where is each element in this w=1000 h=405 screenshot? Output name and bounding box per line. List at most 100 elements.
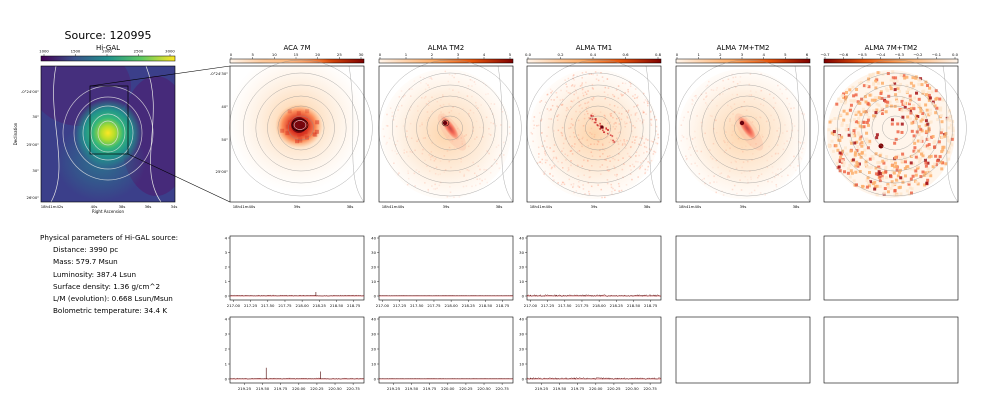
noise-pixel [601, 196, 603, 199]
panel-colorbar [526, 58, 662, 64]
noise-pixel [466, 95, 469, 97]
noise-pixel [627, 90, 630, 93]
noise-pixel [500, 156, 502, 158]
noise-pixel [866, 176, 870, 180]
noise-pixel [603, 118, 606, 120]
noise-pixel [855, 88, 859, 92]
noise-pixel [637, 161, 639, 163]
noise-pixel [696, 150, 698, 152]
gray-contour [277, 105, 325, 151]
noise-pixel [655, 125, 658, 128]
noise-pixel [637, 176, 639, 178]
noise-pixel [777, 168, 779, 171]
noise-pixel [458, 196, 461, 198]
noise-pixel [837, 134, 841, 138]
panel-cbar-tick-label: 0.0 [952, 52, 959, 57]
noise-pixel [622, 157, 624, 159]
filament-pixel [595, 118, 597, 120]
noise-pixel [419, 76, 422, 79]
noise-pixel [844, 90, 848, 94]
noise-pixel [617, 143, 620, 145]
noise-pixel [616, 178, 619, 180]
noise-pixel [856, 145, 860, 149]
noise-pixel [927, 113, 931, 117]
noise-pixel [481, 179, 483, 182]
noise-pixel [726, 104, 729, 107]
noise-pixel [633, 165, 635, 168]
noise-pixel [546, 94, 548, 96]
noise-pixel [587, 90, 589, 92]
noise-pixel [910, 121, 914, 125]
x-tick-label: 218.50 [479, 303, 493, 308]
noise-pixel [734, 160, 736, 162]
noise-pixel [645, 113, 647, 115]
noise-pixel [583, 113, 586, 116]
noise-pixel [701, 178, 704, 181]
noise-pixel [485, 93, 487, 96]
noise-pixel [944, 132, 948, 136]
noise-pixel [536, 162, 539, 164]
panel-cbar-tick-label: −0.3 [895, 52, 905, 57]
noise-pixel [546, 135, 548, 137]
spectrum-frame [378, 316, 514, 384]
dec-tick-label: 40" [221, 104, 228, 109]
noise-pixel [893, 88, 897, 92]
noise-pixel [838, 158, 842, 162]
noise-pixel [544, 152, 546, 154]
noise-pixel [561, 126, 564, 129]
noise-pixel [570, 164, 572, 167]
noise-pixel [917, 125, 921, 129]
noise-pixel [730, 107, 733, 110]
filament-pixel [607, 128, 609, 131]
noise-pixel [933, 162, 937, 166]
noise-pixel [409, 150, 412, 153]
noise-pixel [426, 119, 428, 121]
noise-pixel [422, 148, 424, 151]
ra-tick-label: 18h41m40s [679, 204, 702, 209]
noise-pixel [694, 130, 696, 133]
noise-pixel [431, 78, 433, 80]
noise-pixel [853, 153, 857, 157]
noise-pixel [722, 79, 724, 82]
noise-pixel [731, 134, 733, 136]
panel-cbar-tick-label: 0.6 [622, 52, 629, 57]
gray-contour [243, 72, 359, 184]
noise-pixel [771, 181, 773, 183]
panel-cbar-tick-label: 0.4 [590, 52, 597, 57]
noise-pixel [709, 149, 711, 151]
noise-pixel [411, 88, 413, 90]
noise-pixel [592, 73, 594, 76]
noise-pixel [385, 124, 388, 127]
noise-pixel [732, 130, 734, 133]
noise-pixel [879, 172, 883, 176]
x-tick-label: 219.50 [256, 386, 270, 391]
noise-pixel [733, 103, 736, 105]
noise-pixel [657, 133, 659, 136]
noise-pixel [581, 137, 584, 140]
noise-pixel [719, 173, 721, 175]
gray-contour [794, 65, 811, 203]
noise-pixel [923, 158, 927, 162]
param-bolometric-temperature: Bolometric temperature: 34.4 K [53, 306, 168, 316]
noise-pixel [652, 140, 654, 143]
noise-pixel [600, 188, 603, 191]
filament-pixel [599, 122, 601, 125]
noise-pixel [741, 146, 743, 149]
noise-pixel [905, 90, 909, 94]
noise-pixel [499, 167, 501, 169]
noise-pixel [602, 80, 605, 82]
noise-pixel [705, 92, 707, 94]
noise-pixel [413, 80, 416, 82]
noise-pixel [407, 170, 409, 172]
noise-pixel [862, 125, 866, 129]
noise-pixel [893, 141, 897, 145]
noise-pixel [544, 159, 547, 161]
core-peak [442, 120, 448, 126]
noise-pixel [581, 82, 584, 84]
noise-pixel [864, 160, 868, 164]
noise-pixel [937, 140, 941, 144]
noise-pixel [414, 185, 416, 187]
noise-pixel [693, 95, 696, 98]
noise-pixel [729, 120, 731, 122]
noise-pixel [578, 186, 581, 188]
